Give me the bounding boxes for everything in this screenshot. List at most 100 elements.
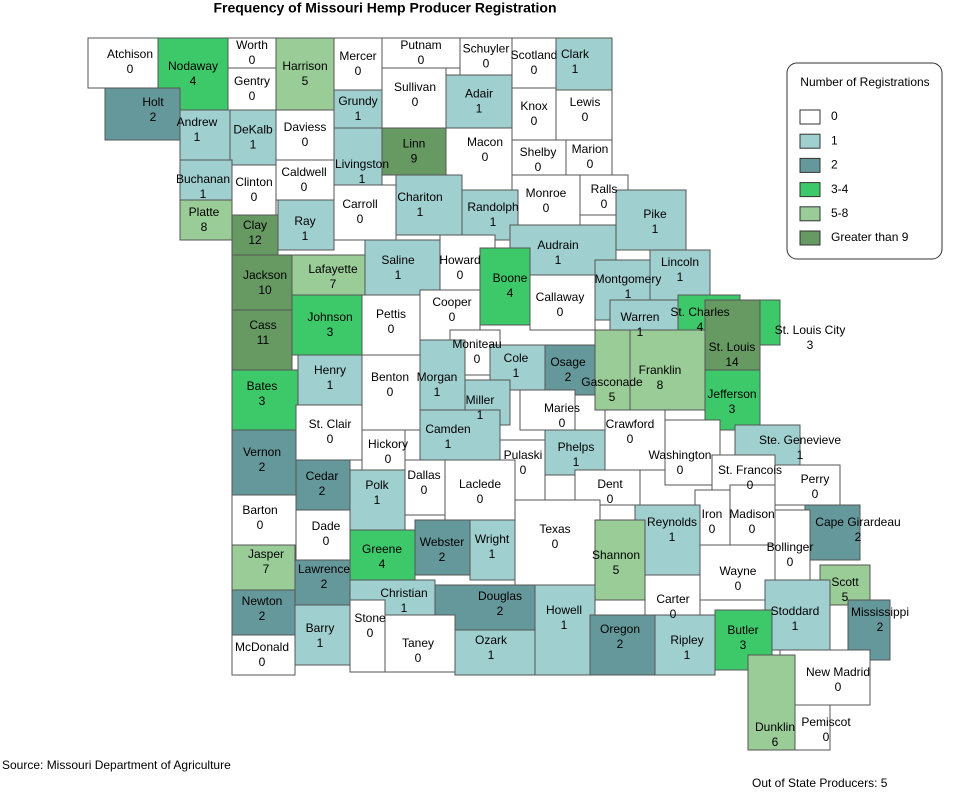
county-value: 0 (474, 352, 481, 366)
county (759, 299, 781, 346)
county-value: 1 (669, 530, 676, 544)
county-name: Ralls (591, 182, 618, 196)
county-value: 1 (359, 172, 366, 186)
county-value: 0 (520, 463, 527, 477)
county-value: 0 (355, 64, 362, 78)
legend: 0 1 2 3-4 5-8 Greater than 9 (799, 109, 909, 246)
county-name: New Madrid (806, 665, 870, 679)
county-name: Phelps (558, 440, 595, 454)
county-name: Pettis (376, 307, 406, 321)
county-value: 2 (150, 110, 157, 124)
county (333, 184, 397, 241)
county-name: Knox (520, 99, 547, 113)
county-name: Chariton (397, 190, 442, 204)
county (349, 469, 406, 531)
county (615, 189, 687, 251)
legend-label: 5-8 (831, 206, 849, 220)
legend-swatch (799, 133, 821, 149)
county-name: Cass (249, 318, 276, 332)
county-value: 1 (417, 205, 424, 219)
county-value: 1 (327, 378, 334, 392)
county (295, 509, 351, 561)
county-name: Douglas (478, 589, 522, 603)
county-name: Clark (561, 47, 590, 61)
county-name: Maries (544, 401, 580, 415)
county-name: Warren (621, 310, 660, 324)
county (444, 459, 516, 521)
county-name: Scott (831, 575, 859, 589)
county-value: 5 (609, 390, 616, 404)
county-value: 1 (572, 62, 579, 76)
county-name: Livingston (335, 157, 389, 171)
county-name: Linn (403, 137, 426, 151)
county-name: Buchanan (176, 172, 230, 186)
legend-label: Greater than 9 (831, 230, 909, 244)
county (229, 109, 277, 166)
county (404, 459, 446, 516)
county-value: 0 (587, 157, 594, 171)
county-name: Hickory (368, 437, 408, 451)
county (574, 469, 641, 506)
county-value: 2 (321, 577, 328, 591)
footnote: Out of State Producers: 5 (752, 776, 888, 790)
county (104, 87, 181, 141)
county (275, 109, 335, 161)
county-name: Bates (247, 379, 278, 393)
county-name: Gentry (234, 74, 270, 88)
county-name: Ozark (475, 633, 508, 647)
legend-swatch (799, 182, 821, 198)
county-name: Madison (729, 507, 774, 521)
county-name: Holt (142, 95, 164, 109)
county-value: 5 (302, 74, 309, 88)
county-value: 2 (855, 530, 862, 544)
county-value: 4 (190, 74, 197, 88)
county-value: 1 (477, 408, 484, 422)
county-name: Pike (643, 207, 667, 221)
county-name: Macon (467, 135, 503, 149)
legend-title: Number of Registrations (800, 75, 929, 89)
county-value: 0 (557, 305, 564, 319)
county-value: 1 (374, 493, 381, 507)
county (594, 329, 631, 411)
county-value: 0 (388, 322, 395, 336)
county (231, 309, 293, 371)
county-name: Sullivan (394, 80, 436, 94)
county (419, 339, 466, 411)
county-name: Howell (546, 603, 582, 617)
county-name: Lawrence (298, 562, 350, 576)
county-value: 1 (555, 253, 562, 267)
county-value: 7 (263, 562, 270, 576)
county-value: 2 (497, 604, 504, 618)
legend-label: 0 (831, 109, 838, 123)
county (349, 529, 416, 581)
county-name: Lafayette (308, 262, 358, 276)
county-name: Greene (362, 542, 402, 556)
county-value: 1 (194, 130, 201, 144)
county-value: 0 (457, 268, 464, 282)
legend-label: 1 (831, 133, 838, 147)
county-value: 1 (625, 287, 632, 301)
county-name: Miller (466, 393, 495, 407)
county (231, 494, 297, 546)
county-value: 1 (637, 325, 644, 339)
county-value: 0 (477, 492, 484, 506)
county-value: 0 (812, 487, 819, 501)
county-name: Harrison (282, 59, 327, 73)
county-name: Barton (242, 503, 277, 517)
county (414, 519, 471, 576)
county-value: 9 (411, 152, 418, 166)
county (534, 584, 596, 676)
county-value: 1 (652, 222, 659, 236)
county-value: 0 (327, 432, 334, 446)
county (349, 599, 386, 673)
county-value: 1 (513, 366, 520, 380)
county-value: 0 (677, 463, 684, 477)
county (664, 419, 721, 486)
county-name: Scotland (511, 48, 558, 62)
county-name: Mississippi (851, 605, 909, 619)
county (277, 199, 335, 251)
county (291, 254, 366, 296)
county (479, 247, 531, 326)
county-value: 1 (401, 601, 408, 615)
